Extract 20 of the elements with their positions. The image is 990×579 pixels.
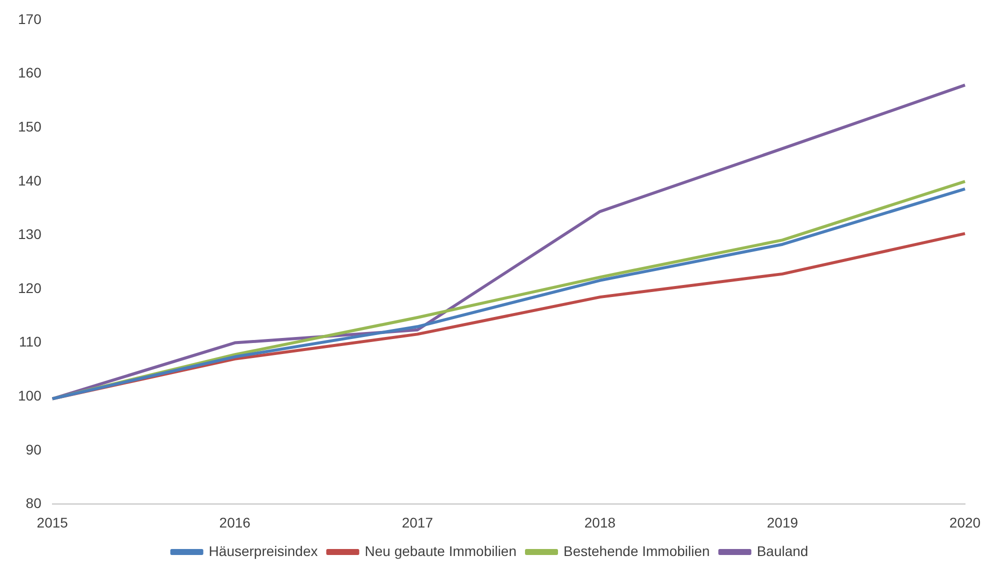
y-tick-label: 120	[18, 280, 42, 296]
y-tick-label: 170	[18, 10, 42, 27]
x-tick-label: 2017	[402, 514, 434, 530]
y-tick-label: 160	[18, 64, 42, 81]
y-tick-label: 110	[19, 334, 42, 350]
x-tick-label: 2015	[36, 514, 68, 530]
legend-label: Bestehende Immobilien	[564, 542, 710, 559]
y-tick-label: 100	[18, 387, 42, 404]
x-tick-label: 2020	[949, 514, 981, 530]
y-tick-label: 80	[26, 495, 42, 512]
x-tick-label: 2016	[219, 514, 251, 530]
legend-label: Bauland	[756, 542, 808, 559]
y-tick-label: 90	[26, 441, 42, 458]
y-tick-label: 140	[18, 172, 42, 188]
x-tick-label: 2019	[766, 514, 798, 530]
y-tick-label: 130	[18, 226, 42, 242]
legend-label: Häuserpreisindex	[208, 542, 318, 559]
y-tick-label: 150	[18, 118, 42, 134]
x-tick-label: 2018	[584, 514, 616, 530]
legend-label: Neu gebaute Immobilien	[364, 542, 517, 559]
